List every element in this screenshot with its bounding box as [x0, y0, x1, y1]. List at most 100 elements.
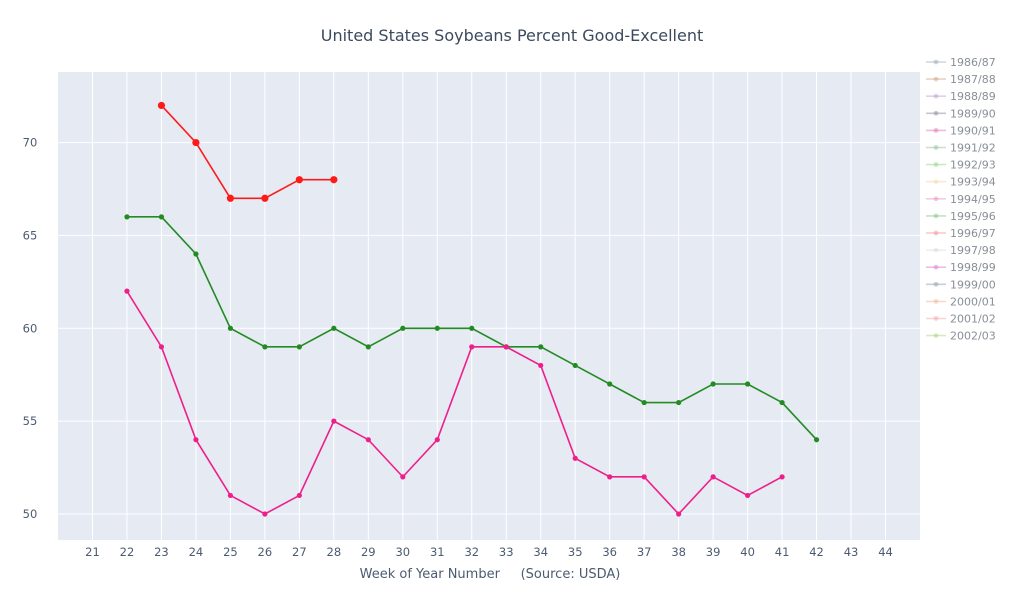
legend-item[interactable]: 1987/88	[926, 73, 996, 86]
legend-label: 1991/92	[950, 142, 996, 155]
legend-swatch-marker	[933, 127, 939, 133]
legend-item[interactable]: 1992/93	[926, 159, 996, 172]
data-point	[227, 492, 233, 499]
legend-label: 2000/01	[950, 295, 996, 308]
x-tick-labels: 21 22 23 24 25 26 27 28 29 30 31 32 33 34 35 36 37 38 39 40…	[85, 545, 893, 559]
legend-label: 1997/98	[950, 244, 996, 257]
data-point	[676, 399, 682, 406]
data-point	[572, 455, 578, 461]
y-tick-label: 50	[23, 507, 38, 521]
data-point	[262, 511, 268, 517]
x-tick-label: 39	[706, 545, 721, 559]
data-point	[400, 325, 406, 331]
data-point	[365, 437, 371, 443]
data-point	[607, 474, 613, 480]
chart-title: United States Soybeans Percent Good-Exce…	[321, 26, 704, 45]
legend-label: 1987/88	[950, 73, 996, 86]
legend-item[interactable]: 2000/01	[926, 295, 996, 308]
grid-lines	[58, 72, 920, 540]
data-point	[158, 344, 165, 350]
series-1	[124, 214, 820, 443]
series-2	[124, 288, 785, 517]
legend-label: 1999/00	[950, 278, 996, 291]
legend-label: 1993/94	[950, 176, 996, 189]
data-point	[641, 399, 647, 406]
data-point	[745, 492, 751, 499]
legend-item[interactable]: 1997/98	[926, 244, 996, 257]
legend-swatch-marker	[933, 110, 939, 116]
data-point	[226, 194, 234, 202]
legend-item[interactable]: 1991/92	[926, 142, 996, 155]
legend-swatch-marker	[933, 281, 939, 287]
legend-label: 1995/96	[950, 210, 996, 223]
data-point	[607, 381, 613, 387]
x-tick-label: 21	[85, 545, 100, 559]
data-point	[572, 362, 578, 369]
legend-swatch-marker	[933, 213, 939, 219]
legend-label: 1988/89	[950, 90, 996, 103]
data-point	[779, 399, 785, 406]
legend-swatch-marker	[933, 230, 939, 236]
legend-swatch-marker	[933, 299, 939, 304]
y-tick-label: 55	[23, 414, 38, 428]
x-tick-label: 26	[258, 545, 273, 559]
legend-item[interactable]: 1996/97	[926, 227, 996, 240]
data-point	[158, 214, 165, 220]
legend-item[interactable]: 2001/02	[926, 313, 996, 326]
x-tick-label: 42	[809, 545, 824, 559]
data-point	[192, 138, 200, 147]
x-tick-label: 25	[223, 545, 238, 559]
x-tick-label: 37	[637, 545, 652, 559]
y-tick-labels: 50 55 60 65 70	[23, 136, 38, 521]
legend-swatch-marker	[933, 179, 939, 185]
data-point	[400, 474, 406, 480]
data-point	[710, 381, 716, 387]
x-tick-label: 38	[671, 545, 686, 559]
legend-label: 2001/02	[950, 313, 996, 326]
x-tick-label: 31	[430, 545, 445, 559]
data-point	[365, 344, 371, 350]
data-point	[745, 381, 751, 387]
legend-item[interactable]: 1999/00	[926, 278, 996, 291]
legend-item[interactable]: 1998/99	[926, 261, 996, 274]
series-lines	[124, 101, 820, 517]
legend-label: 2002/03	[950, 330, 996, 343]
data-point	[296, 344, 302, 350]
data-point	[331, 418, 337, 424]
legend-item[interactable]: 1986/87	[926, 56, 996, 69]
data-point	[193, 437, 199, 443]
x-tick-label: 36	[602, 545, 617, 559]
x-tick-label: 34	[533, 545, 548, 559]
data-point	[503, 344, 509, 350]
legend-item[interactable]: 1988/89	[926, 90, 996, 103]
legend-item[interactable]: 2002/03	[926, 330, 996, 343]
data-point	[710, 474, 716, 480]
data-point	[434, 325, 440, 331]
legend-label: 1998/99	[950, 261, 996, 274]
data-point	[331, 325, 337, 331]
data-point	[538, 344, 544, 350]
data-point	[124, 288, 130, 294]
data-point	[813, 437, 820, 443]
x-tick-label: 28	[327, 545, 342, 559]
legend-item[interactable]: 1989/90	[926, 107, 996, 120]
plot-area	[58, 72, 920, 540]
data-point	[538, 362, 544, 369]
data-point	[295, 176, 303, 184]
data-point	[469, 344, 475, 350]
data-point	[779, 474, 785, 480]
y-tick-label: 70	[23, 136, 38, 150]
x-tick-label: 32	[464, 545, 479, 559]
legend-label: 1986/87	[950, 56, 996, 69]
legend-swatch-marker	[933, 76, 939, 82]
legend-label: 1989/90	[950, 107, 996, 120]
data-point	[227, 325, 233, 331]
x-tick-label: 40	[740, 545, 755, 559]
series-line	[126, 290, 783, 516]
legend-item[interactable]: 1990/91	[926, 124, 996, 137]
legend-item[interactable]: 1994/95	[926, 193, 996, 206]
legend-item[interactable]: 1993/94	[926, 176, 996, 189]
legend-item[interactable]: 1995/96	[926, 210, 996, 223]
data-point	[434, 437, 440, 443]
